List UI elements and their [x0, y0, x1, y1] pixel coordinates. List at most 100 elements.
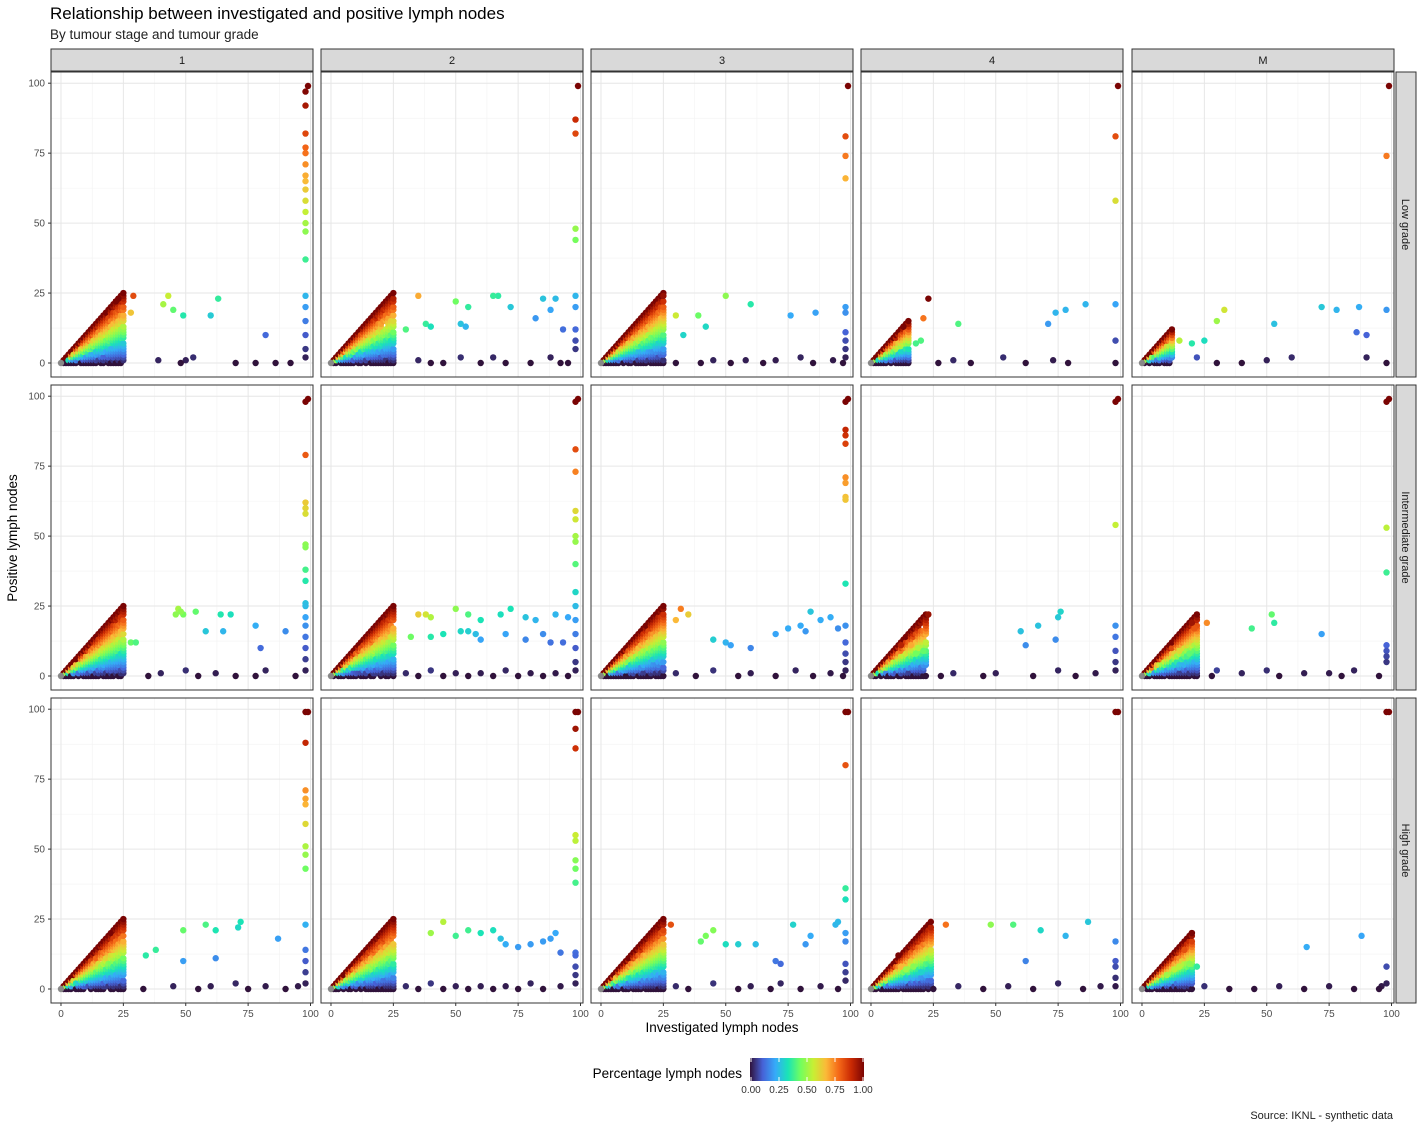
- data-point: [402, 670, 410, 677]
- data-point: [1383, 980, 1390, 987]
- data-point: [572, 837, 579, 844]
- data-point: [302, 739, 309, 746]
- data-point: [797, 622, 804, 629]
- x-tick-label: 0: [328, 1009, 334, 1020]
- data-point: [817, 616, 824, 624]
- data-point: [477, 929, 484, 937]
- data-point: [660, 664, 667, 671]
- data-point: [1112, 359, 1119, 367]
- data-point: [812, 309, 819, 316]
- y-tick-label: 75: [34, 775, 46, 786]
- data-point: [1248, 625, 1255, 632]
- data-point: [557, 359, 564, 367]
- data-point: [302, 946, 309, 954]
- data-point: [214, 295, 222, 302]
- data-point: [559, 639, 567, 646]
- y-tick-label: 25: [34, 915, 46, 926]
- data-point: [672, 312, 680, 319]
- data-point: [752, 941, 759, 948]
- data-point: [1363, 331, 1370, 339]
- data-point: [727, 642, 734, 649]
- data-point: [1193, 354, 1201, 361]
- legend-tick-label: 0.50: [797, 1085, 817, 1096]
- data-point: [842, 398, 849, 405]
- data-point: [680, 331, 687, 339]
- data-point: [539, 630, 547, 638]
- data-point: [1005, 983, 1012, 990]
- facet-panel: [320, 384, 584, 691]
- facet-panel: [1131, 71, 1395, 378]
- data-point: [817, 983, 824, 990]
- data-point: [287, 359, 294, 367]
- data-point: [327, 672, 335, 680]
- data-point: [917, 337, 925, 344]
- data-point: [207, 983, 214, 990]
- data-point: [1383, 963, 1390, 970]
- data-point: [407, 633, 415, 641]
- data-point: [925, 295, 932, 302]
- data-point: [1017, 628, 1024, 635]
- data-point: [539, 672, 547, 680]
- data-point: [660, 611, 667, 618]
- data-point: [415, 292, 422, 300]
- data-point: [465, 927, 472, 934]
- data-point: [1276, 983, 1283, 990]
- data-point: [547, 306, 554, 314]
- data-point: [1112, 622, 1119, 629]
- data-point: [572, 952, 579, 959]
- panel-border: [860, 384, 1124, 691]
- data-point: [797, 354, 804, 361]
- data-point: [252, 359, 259, 367]
- panel-border: [320, 697, 584, 1004]
- data-point: [1112, 647, 1119, 655]
- data-point: [572, 745, 579, 752]
- data-point: [302, 345, 309, 353]
- data-point: [920, 647, 927, 655]
- data-point: [1112, 301, 1119, 308]
- data-point: [170, 306, 177, 314]
- data-point: [1112, 521, 1119, 529]
- legend-colorbar: [750, 1058, 864, 1081]
- data-point: [1112, 197, 1119, 204]
- data-point: [1181, 946, 1188, 954]
- data-point: [390, 312, 397, 319]
- data-point: [532, 315, 539, 322]
- data-point: [842, 345, 849, 353]
- data-point: [842, 622, 849, 629]
- data-point: [942, 921, 950, 928]
- data-point: [1092, 670, 1099, 677]
- data-point: [905, 345, 912, 353]
- x-tick-label: 0: [1139, 1009, 1145, 1020]
- data-point: [572, 516, 579, 523]
- data-point: [1062, 306, 1069, 314]
- data-point: [784, 625, 792, 632]
- data-point: [427, 667, 434, 674]
- data-point: [937, 672, 945, 680]
- data-point: [1114, 82, 1122, 90]
- data-point: [572, 980, 579, 987]
- data-point: [302, 787, 309, 794]
- x-tick-label: 100: [572, 1009, 589, 1020]
- data-point: [950, 670, 957, 677]
- data-point: [477, 359, 484, 367]
- data-point: [572, 560, 579, 568]
- facet-panel: [590, 71, 854, 378]
- data-point: [140, 985, 147, 993]
- facet-panel: 0 25 50 75 100: [860, 697, 1129, 1020]
- data-point: [302, 820, 309, 828]
- data-point: [777, 980, 784, 987]
- data-point: [1112, 633, 1119, 641]
- data-point: [390, 960, 397, 968]
- data-point: [660, 658, 667, 666]
- data-point: [457, 354, 464, 361]
- data-point: [415, 985, 422, 993]
- facet-strip-label: 2: [449, 55, 455, 67]
- data-point: [302, 644, 309, 652]
- data-point: [1251, 985, 1258, 993]
- data-point: [182, 357, 189, 364]
- data-point: [427, 359, 434, 367]
- data-point: [465, 628, 472, 635]
- data-point: [842, 639, 849, 646]
- data-point: [422, 320, 429, 328]
- data-point: [302, 622, 309, 629]
